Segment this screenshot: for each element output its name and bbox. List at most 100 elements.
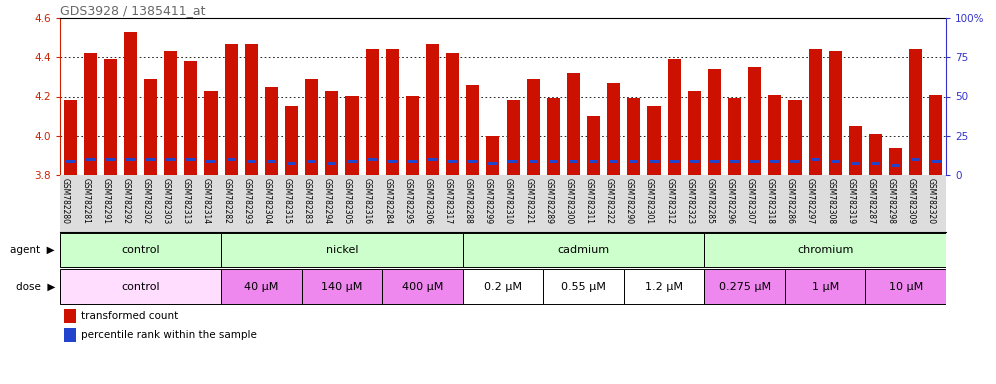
Text: GDS3928 / 1385411_at: GDS3928 / 1385411_at (60, 4, 205, 17)
Text: GSM782291: GSM782291 (102, 178, 111, 224)
Text: GSM782312: GSM782312 (665, 178, 674, 224)
Bar (226, 158, 236, 161)
Text: GSM782308: GSM782308 (827, 178, 836, 224)
Text: GSM782322: GSM782322 (605, 178, 614, 224)
Text: GSM782299: GSM782299 (484, 178, 493, 224)
Text: GSM782323: GSM782323 (685, 178, 694, 224)
Bar (366, 50, 378, 175)
Text: agent  ▶: agent ▶ (10, 245, 55, 255)
Bar (669, 160, 678, 163)
Bar (909, 50, 922, 175)
Bar (448, 160, 457, 163)
Bar (871, 162, 880, 165)
Text: 1 μM: 1 μM (812, 281, 839, 291)
Bar (689, 160, 699, 163)
Text: GSM782280: GSM782280 (61, 178, 70, 224)
Bar (849, 126, 862, 175)
Bar (302, 269, 382, 304)
Bar (206, 160, 215, 163)
Bar (106, 158, 115, 161)
Bar (104, 59, 117, 175)
Bar (704, 269, 785, 304)
Text: GSM782309: GSM782309 (906, 178, 915, 224)
Bar (929, 94, 942, 175)
Bar (468, 160, 477, 163)
Text: 10 μM: 10 μM (888, 281, 923, 291)
Text: GSM782318: GSM782318 (766, 178, 775, 224)
Text: GSM782292: GSM782292 (122, 178, 130, 224)
Text: percentile rank within the sample: percentile rank within the sample (82, 330, 257, 340)
Bar (889, 147, 902, 175)
Text: GSM782294: GSM782294 (323, 178, 332, 224)
Bar (144, 79, 157, 175)
Text: 0.55 μM: 0.55 μM (561, 281, 606, 291)
Text: 0.2 μM: 0.2 μM (484, 281, 522, 291)
Text: GSM782290: GSM782290 (624, 178, 633, 224)
Bar (146, 158, 155, 161)
Bar (486, 136, 499, 175)
Text: GSM782313: GSM782313 (182, 178, 191, 224)
Bar (791, 160, 800, 163)
Bar (307, 160, 317, 163)
Text: 40 μM: 40 μM (244, 281, 279, 291)
Bar (166, 158, 175, 161)
Bar (869, 134, 882, 175)
Bar (569, 160, 578, 163)
Bar (488, 162, 498, 165)
Bar (704, 233, 946, 267)
Bar (382, 269, 463, 304)
Text: GSM782307: GSM782307 (746, 178, 755, 224)
Text: chromium: chromium (797, 245, 854, 255)
Bar (708, 69, 721, 175)
Bar (730, 160, 739, 163)
Bar (186, 158, 195, 161)
Bar (125, 158, 135, 161)
Bar (710, 160, 719, 163)
Bar (587, 116, 601, 175)
Bar (326, 91, 339, 175)
Bar (809, 50, 822, 175)
Bar (328, 162, 337, 165)
Bar (627, 98, 640, 175)
Bar (785, 269, 866, 304)
Bar (287, 162, 296, 165)
Text: GSM782286: GSM782286 (786, 178, 795, 224)
Bar (60, 269, 221, 304)
Text: GSM782288: GSM782288 (464, 178, 473, 224)
Bar (608, 83, 621, 175)
Text: GSM782284: GSM782284 (383, 178, 392, 224)
Bar (728, 98, 741, 175)
Bar (265, 87, 278, 175)
Bar (629, 160, 638, 163)
Bar (267, 160, 276, 163)
Bar (387, 160, 396, 163)
Bar (829, 51, 842, 175)
Text: GSM782301: GSM782301 (645, 178, 654, 224)
Text: GSM782304: GSM782304 (262, 178, 272, 224)
Text: dose  ▶: dose ▶ (16, 281, 55, 291)
Bar (348, 160, 357, 163)
Text: GSM782297: GSM782297 (806, 178, 815, 224)
Bar (811, 158, 820, 161)
Bar (911, 158, 920, 161)
Bar (851, 162, 860, 165)
Bar (647, 106, 660, 175)
Bar (750, 160, 759, 163)
Bar (225, 43, 238, 175)
Text: GSM782317: GSM782317 (443, 178, 452, 224)
Bar (407, 160, 417, 163)
Bar (285, 106, 298, 175)
Text: 140 μM: 140 μM (322, 281, 363, 291)
Bar (610, 160, 619, 163)
Bar (221, 269, 302, 304)
Text: nickel: nickel (326, 245, 359, 255)
Bar (247, 160, 256, 163)
Text: GSM782315: GSM782315 (283, 178, 292, 224)
Bar (84, 53, 97, 175)
Text: GSM782287: GSM782287 (867, 178, 875, 224)
Text: GSM782310: GSM782310 (504, 178, 513, 224)
Text: GSM782289: GSM782289 (545, 178, 554, 224)
Text: GSM782295: GSM782295 (403, 178, 412, 224)
Bar (385, 50, 398, 175)
Bar (204, 91, 217, 175)
